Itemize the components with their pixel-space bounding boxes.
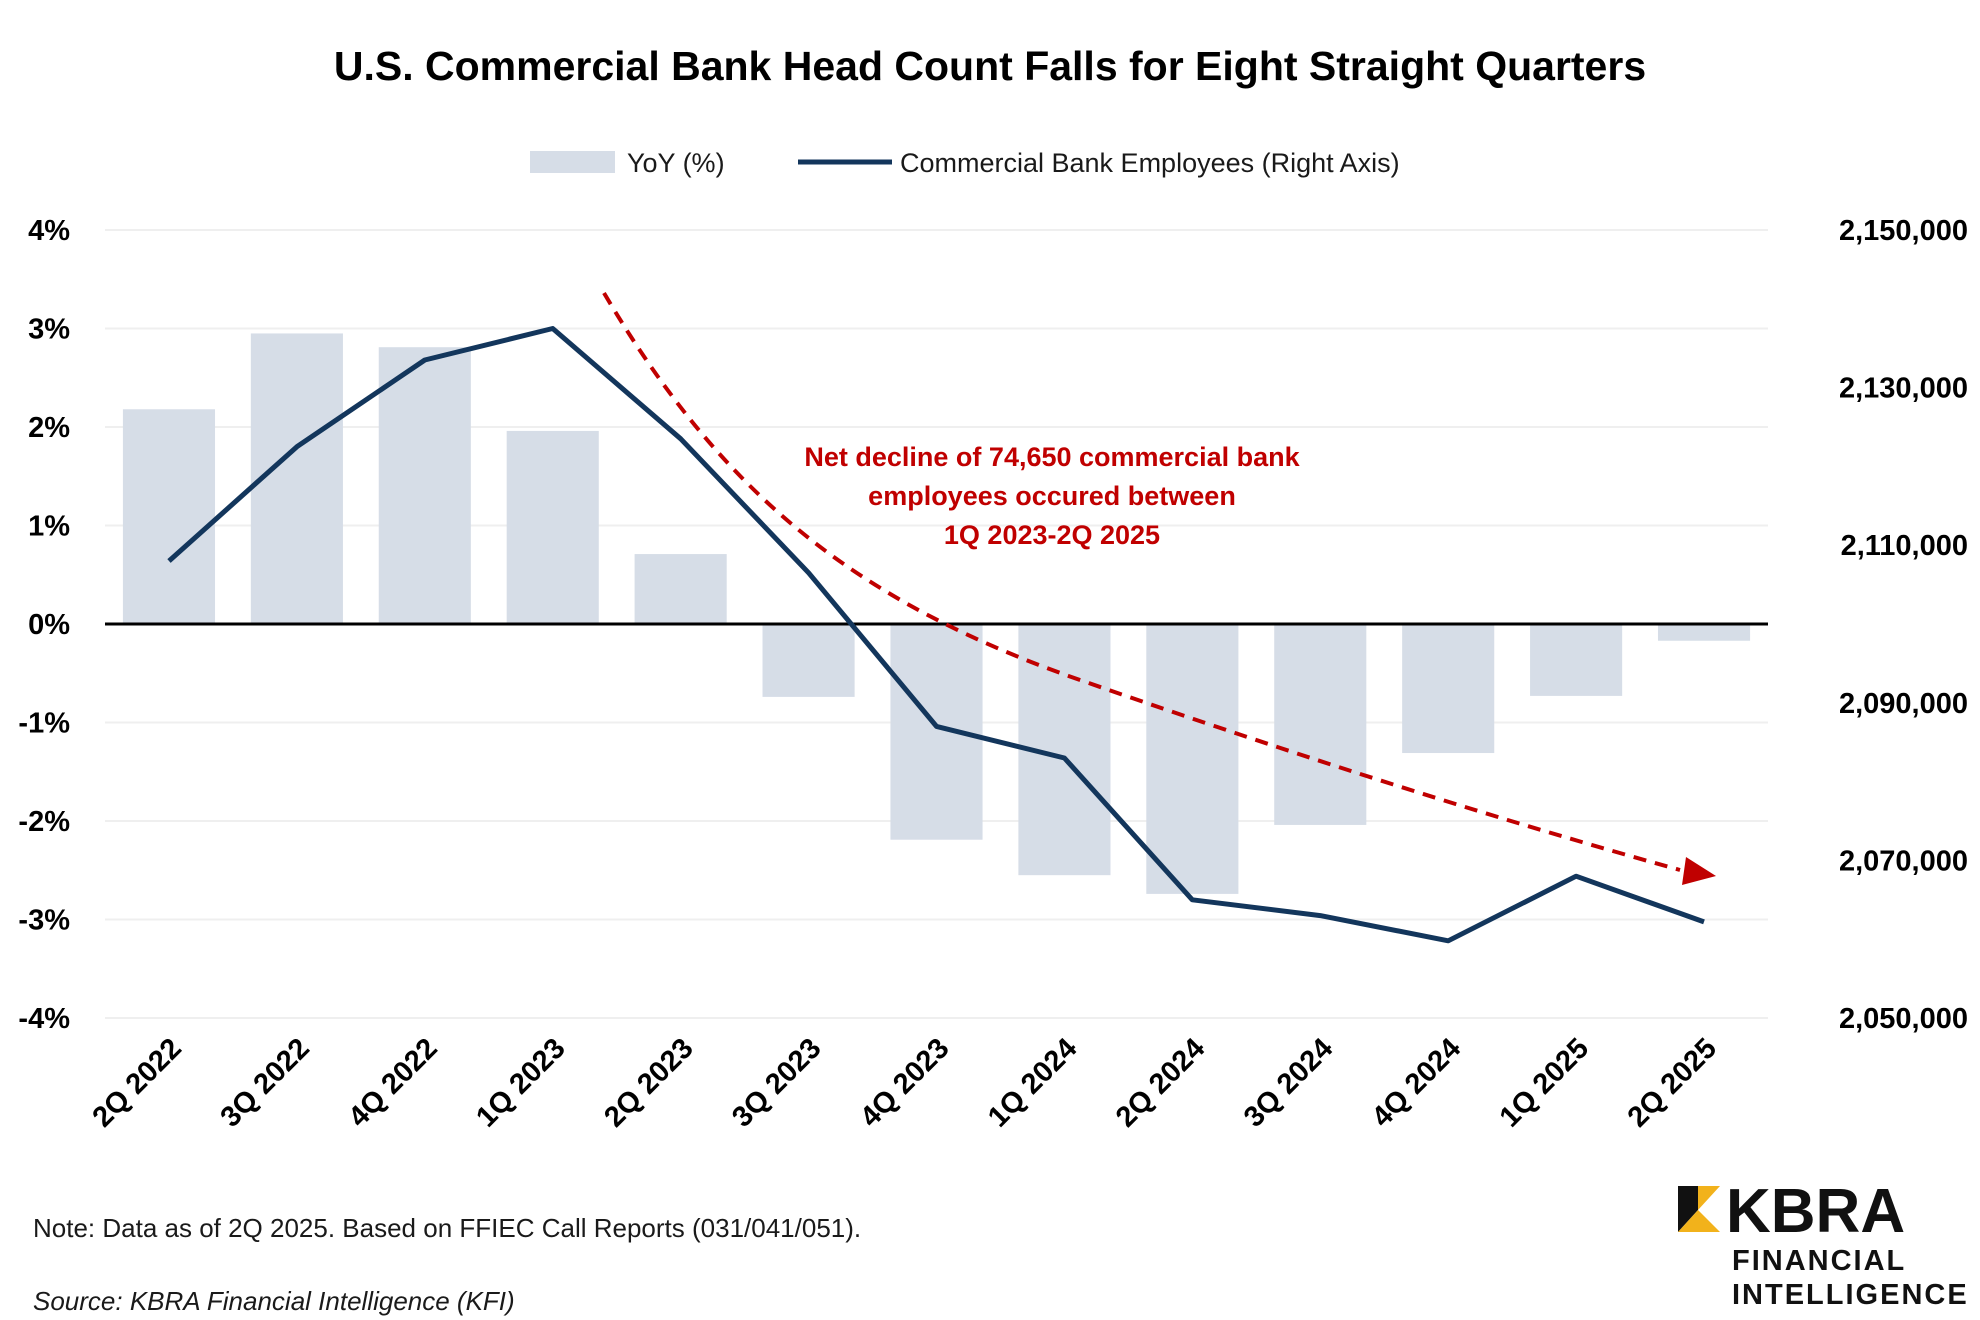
annotation-line-2: employees occured between [868, 481, 1236, 511]
bar [1657, 624, 1751, 641]
employees-line [167, 326, 1705, 944]
trend-curve [602, 291, 1681, 872]
kbra-logo-mark [1678, 1186, 1720, 1232]
footer-source: Source: KBRA Financial Intelligence (KFI… [33, 1286, 515, 1316]
annotation: Net decline of 74,650 commercial bank em… [804, 442, 1300, 550]
bars [122, 333, 1751, 894]
left-tick-label: 2% [28, 412, 70, 444]
legend-line-label: Commercial Bank Employees (Right Axis) [900, 148, 1400, 178]
bar [1402, 624, 1495, 754]
right-axis: 2,050,000 2,070,000 2,090,000 2,110,000 2,13… [1839, 215, 1968, 1035]
left-axis: -4% -3% -2% -1% 0% 1% 2% 3% 4% [18, 215, 70, 1035]
legend: YoY (%) Commercial Bank Employees (Right… [530, 148, 1400, 178]
right-tick-label: 2,070,000 [1839, 845, 1968, 877]
x-tick-label: 1Q 2025 [1494, 1032, 1595, 1133]
trend-arrowhead [1682, 857, 1716, 885]
chart-title: U.S. Commercial Bank Head Count Falls fo… [334, 43, 1646, 89]
left-tick-label: -2% [18, 806, 70, 838]
x-tick-label: 2Q 2024 [1110, 1032, 1211, 1133]
footer-note: Note: Data as of 2Q 2025. Based on FFIEC… [33, 1213, 861, 1243]
bar [250, 333, 343, 624]
right-tick-label: 2,090,000 [1839, 688, 1968, 720]
legend-bar-swatch [530, 151, 615, 173]
right-tick-label: 2,050,000 [1839, 1003, 1968, 1035]
x-tick-label: 3Q 2022 [215, 1032, 316, 1133]
x-tick-label: 2Q 2025 [1622, 1032, 1723, 1133]
bar [1530, 624, 1623, 696]
left-tick-label: 4% [28, 215, 70, 247]
bar [634, 554, 727, 624]
left-tick-label: -4% [18, 1003, 70, 1035]
x-tick-label: 1Q 2023 [470, 1032, 571, 1133]
bar [378, 347, 471, 624]
right-tick-label: 2,130,000 [1839, 373, 1968, 405]
logo-line-1: FINANCIAL [1732, 1245, 1906, 1277]
bar [1274, 624, 1367, 825]
annotation-line-1: Net decline of 74,650 commercial bank [804, 442, 1300, 472]
bar [1146, 624, 1239, 894]
x-tick-label: 3Q 2023 [726, 1032, 827, 1133]
x-tick-label: 4Q 2023 [854, 1032, 955, 1133]
x-tick-label: 2Q 2023 [598, 1032, 699, 1133]
x-tick-label: 4Q 2024 [1366, 1032, 1467, 1133]
right-tick-label: 2,150,000 [1839, 215, 1968, 247]
left-tick-label: -1% [18, 708, 70, 740]
employees-line-path [167, 326, 1705, 944]
trend-arrow [602, 291, 1716, 885]
x-tick-label: 3Q 2024 [1238, 1032, 1339, 1133]
left-tick-label: -3% [18, 905, 70, 937]
bar [762, 624, 855, 697]
annotation-line-3: 1Q 2023-2Q 2025 [944, 520, 1160, 550]
bar [506, 430, 599, 624]
x-tick-label: 4Q 2022 [342, 1032, 443, 1133]
x-axis: 2Q 2022 3Q 2022 4Q 2022 1Q 2023 2Q 2023 3Q 20… [87, 1032, 1723, 1133]
legend-bar-label: YoY (%) [627, 148, 725, 178]
logo-line-2: INTELLIGENCE [1732, 1279, 1969, 1311]
bar [122, 409, 216, 624]
x-tick-label: 1Q 2024 [982, 1032, 1083, 1133]
x-tick-label: 2Q 2022 [87, 1032, 188, 1133]
right-tick-label: 2,110,000 [1841, 530, 1968, 562]
logo-name: KBRA [1726, 1177, 1905, 1246]
left-tick-label: 0% [28, 609, 70, 641]
left-tick-label: 3% [28, 314, 70, 346]
left-tick-label: 1% [28, 511, 70, 543]
kbra-logo: KBRA FINANCIAL INTELLIGENCE [1678, 1177, 1969, 1311]
